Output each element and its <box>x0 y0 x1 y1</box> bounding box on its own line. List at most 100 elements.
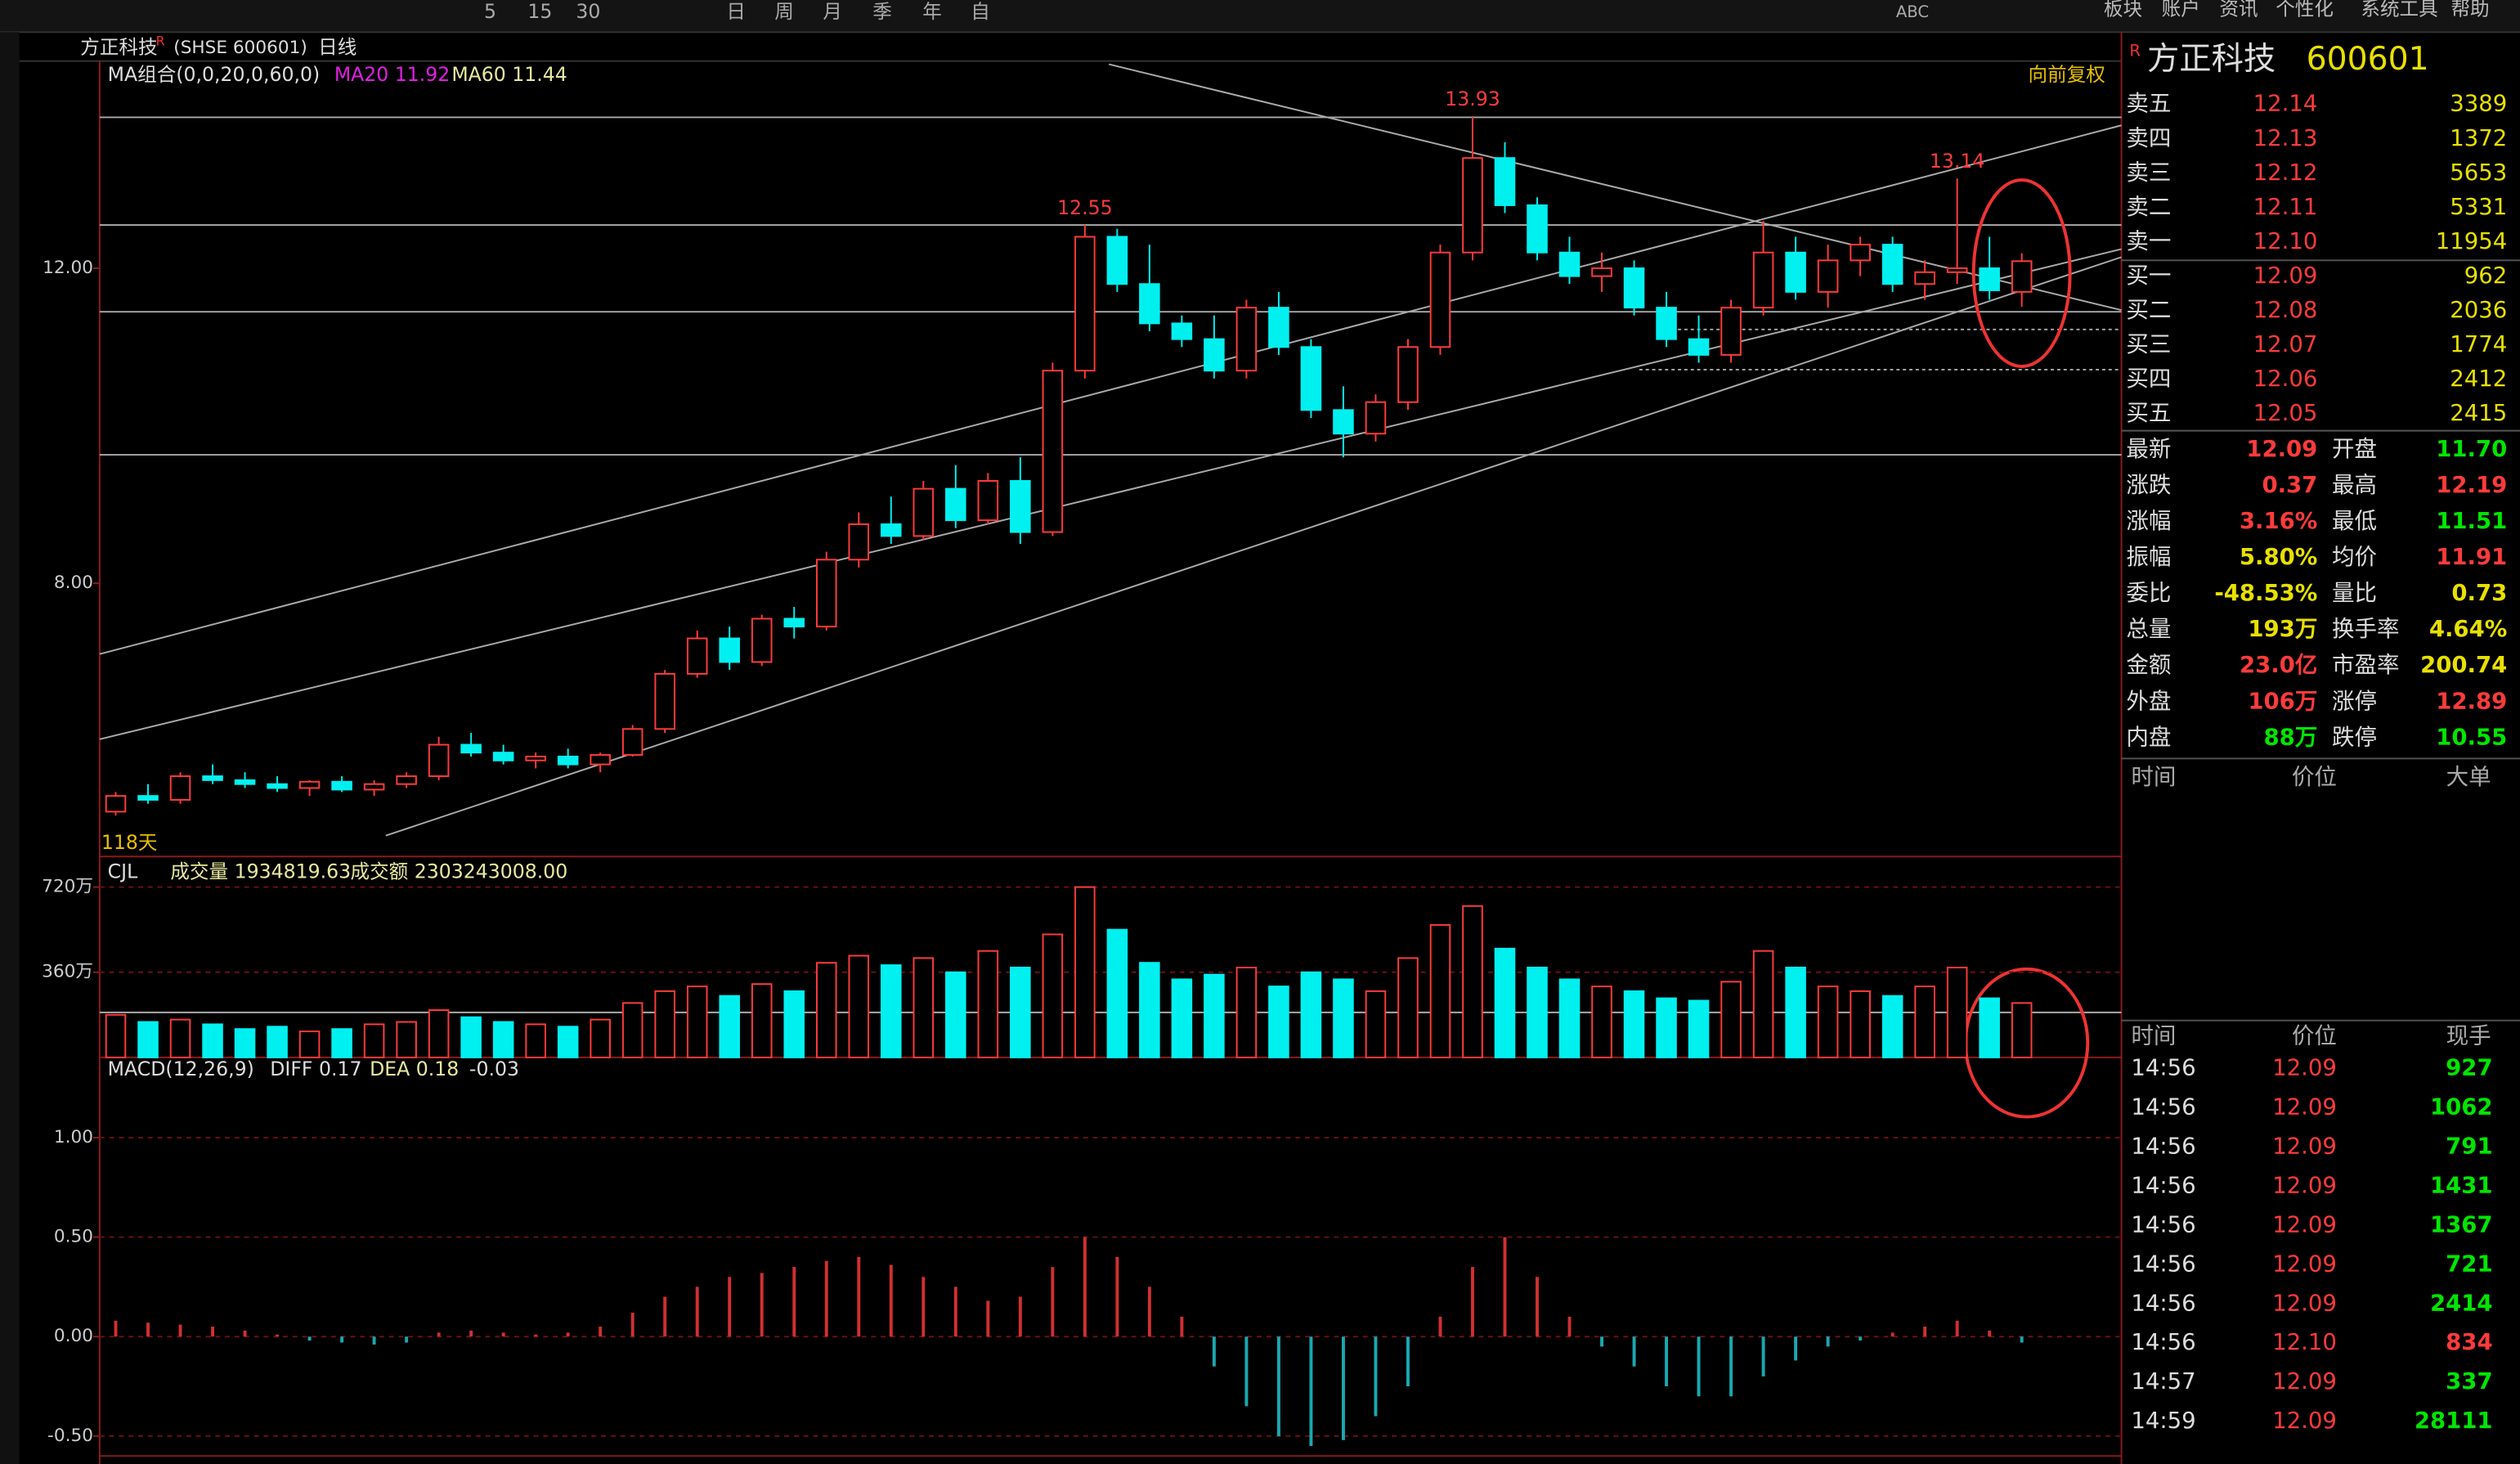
stat-value: 88万 <box>2264 724 2318 750</box>
menu-item[interactable]: 帮助 <box>2450 0 2489 20</box>
volume-bar <box>1106 928 1128 1058</box>
macd-label[interactable]: MACD(12,26,9) <box>108 1058 254 1080</box>
tab-code: (SHSE 600601) <box>173 38 307 58</box>
volume-bar <box>912 957 935 1058</box>
quote-name: 方正科技 <box>2147 41 2276 78</box>
stat-label: 内盘 <box>2126 724 2171 750</box>
candle-body <box>137 795 159 801</box>
volume-bar <box>1139 962 1160 1058</box>
candle-body <box>848 523 870 561</box>
book-label: 买四 <box>2126 366 2171 392</box>
candle-body <box>428 743 450 778</box>
tool[interactable]: 15 <box>527 0 552 23</box>
candle-body <box>1558 251 1581 277</box>
candle-body <box>1268 307 1289 348</box>
volume-bar <box>1558 978 1581 1058</box>
sidebar <box>0 32 20 1464</box>
stat-label: 涨跌 <box>2126 472 2171 498</box>
candle-body <box>1914 271 1935 285</box>
book-price: 12.14 <box>2253 91 2318 117</box>
trade-price: 12.09 <box>2272 1134 2337 1160</box>
candle-body <box>1623 267 1645 309</box>
trade-volume: 721 <box>2446 1251 2492 1277</box>
volume-bar <box>105 1013 127 1058</box>
candle-body <box>654 672 675 730</box>
candle-body <box>1752 251 1774 309</box>
trade-volume: 2414 <box>2430 1290 2493 1316</box>
volume-bar <box>1850 990 1871 1058</box>
candle-body <box>1139 283 1160 325</box>
volume-bar <box>1494 947 1516 1058</box>
column-header: 大单 <box>2446 764 2491 790</box>
y-tick-label: -0.50 <box>47 1426 93 1446</box>
menu-item[interactable]: 系统工具 <box>2361 0 2437 20</box>
tool[interactable]: 5 <box>484 0 496 23</box>
volume-bar <box>1268 986 1289 1058</box>
candle-body <box>751 617 773 663</box>
candle-body <box>1365 401 1387 435</box>
volume-bar <box>751 983 773 1058</box>
volume-bar <box>719 995 741 1058</box>
trade-time: 14:56 <box>2131 1134 2195 1160</box>
candle-body <box>1333 409 1354 435</box>
tool[interactable]: 日 <box>726 0 746 23</box>
stat-label: 最高 <box>2332 472 2377 498</box>
candle-body <box>977 479 999 522</box>
volume-bar <box>1042 933 1064 1058</box>
quote-badge: R <box>2129 41 2141 60</box>
volume-bar <box>1300 971 1322 1058</box>
candle-body <box>202 775 223 781</box>
column-header: 时间 <box>2131 1022 2176 1049</box>
trade-volume: 1062 <box>2430 1094 2493 1120</box>
volume-bar <box>1785 966 1806 1058</box>
tab-period[interactable]: 日线 <box>318 35 356 58</box>
tool[interactable]: 年 <box>922 0 942 23</box>
tab-name[interactable]: 方正科技 <box>80 35 157 58</box>
candle-body <box>331 780 352 791</box>
stat-value: 10.55 <box>2436 724 2507 750</box>
stat-value: 3.16% <box>2240 508 2317 534</box>
menu-item[interactable]: 账户 <box>2162 0 2200 20</box>
book-price: 12.11 <box>2253 194 2318 220</box>
vol-label[interactable]: CJL <box>108 860 138 882</box>
book-price: 12.09 <box>2253 263 2318 289</box>
tool[interactable]: 30 <box>576 0 600 23</box>
volume-bar <box>298 1031 321 1058</box>
column-header: 现手 <box>2446 1022 2491 1049</box>
candle-body <box>1850 244 1871 262</box>
trade-price: 12.09 <box>2272 1251 2337 1277</box>
candle-body <box>815 559 837 628</box>
candle-body <box>1462 157 1483 254</box>
trade-volume: 28111 <box>2415 1408 2493 1434</box>
candle-body <box>298 780 321 789</box>
candle-body <box>234 779 256 785</box>
tool[interactable]: 季 <box>872 0 892 23</box>
trade-price: 12.09 <box>2272 1094 2337 1120</box>
book-price: 12.05 <box>2253 400 2318 426</box>
tool[interactable]: 自 <box>971 0 990 23</box>
book-price: 12.10 <box>2253 228 2318 254</box>
menu-item[interactable]: 资讯 <box>2219 0 2258 20</box>
volume-bar <box>234 1028 256 1058</box>
stat-label: 委比 <box>2126 580 2171 606</box>
book-volume: 2036 <box>2450 297 2507 323</box>
y-tick-label: 12.00 <box>43 258 93 278</box>
trade-time: 14:59 <box>2131 1408 2195 1434</box>
volume-bar <box>492 1021 514 1058</box>
trade-volume: 1431 <box>2430 1172 2493 1198</box>
adjust[interactable]: 向前复权 <box>2029 63 2105 86</box>
stat-label: 振幅 <box>2126 544 2171 570</box>
tool[interactable]: 周 <box>774 0 794 23</box>
tool[interactable]: 月 <box>823 0 842 23</box>
volume-bar <box>1527 966 1548 1058</box>
book-volume: 3389 <box>2450 91 2507 117</box>
stat-label: 外盘 <box>2126 688 2171 714</box>
tool[interactable]: ABC <box>1896 2 1929 21</box>
days: 118天 <box>101 831 158 854</box>
menu-item[interactable]: 个性化 <box>2276 0 2334 20</box>
book-price: 12.12 <box>2253 159 2318 186</box>
y-tick-label: 360万 <box>42 962 93 982</box>
menu-item[interactable]: 板块 <box>2104 0 2142 20</box>
stat-value: 193万 <box>2248 616 2317 642</box>
